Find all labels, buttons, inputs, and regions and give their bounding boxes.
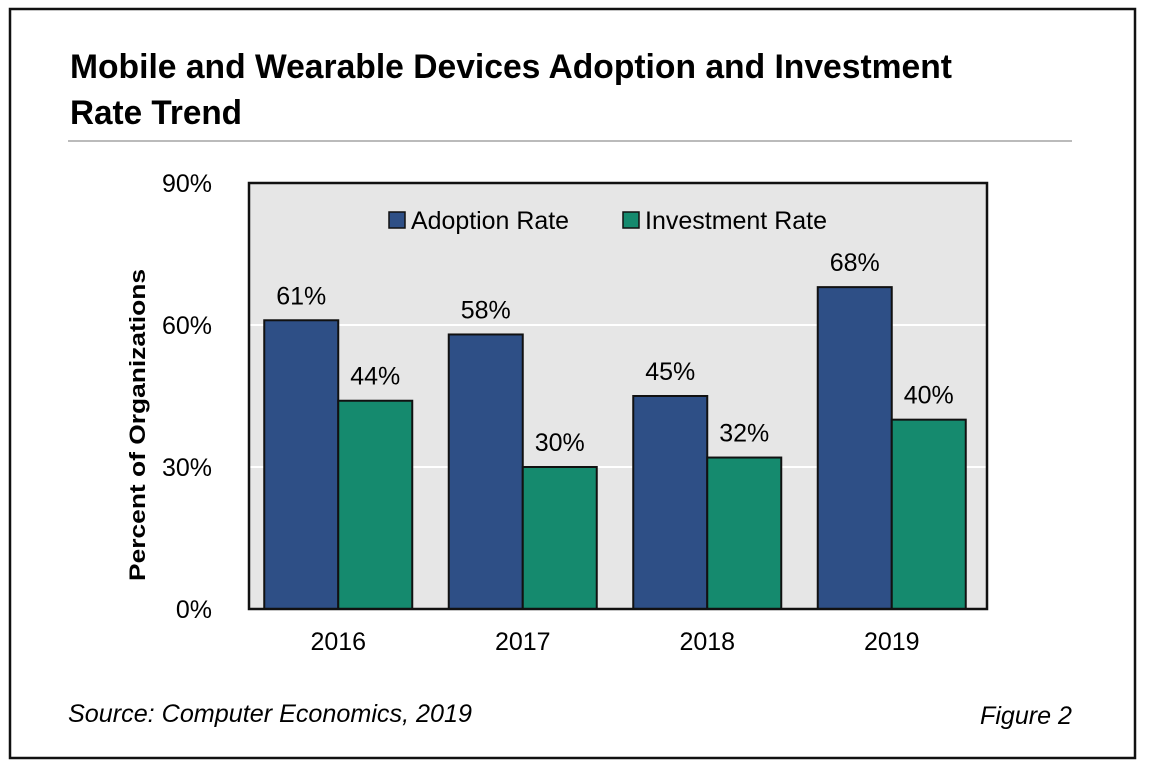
data-label: 58% xyxy=(461,296,511,324)
legend-label-adoption: Adoption Rate xyxy=(411,207,569,235)
chart-title-line2: Rate Trend xyxy=(70,94,242,132)
y-axis-label: Percent of Organizations xyxy=(125,269,150,581)
chart-title-line1: Mobile and Wearable Devices Adoption and… xyxy=(70,48,952,86)
data-label: 30% xyxy=(535,429,585,457)
data-label: 68% xyxy=(830,249,880,277)
data-label: 32% xyxy=(719,420,769,448)
data-label: 61% xyxy=(276,282,326,310)
data-labels: 61% 44% 58% 30% 45% 32% 68% 40% xyxy=(276,249,954,457)
x-tick-label: 2016 xyxy=(310,628,366,656)
x-tick-label: 2019 xyxy=(864,628,920,656)
legend-swatch-adoption xyxy=(388,211,406,229)
bar-adoption-rate-2019 xyxy=(816,286,893,610)
y-tick-label: 60% xyxy=(162,312,212,340)
x-tick-label: 2018 xyxy=(679,628,735,656)
bar-investment-rate-2019 xyxy=(890,418,967,610)
x-tick-label: 2017 xyxy=(495,628,551,656)
plot-frame xyxy=(247,181,989,611)
data-label: 45% xyxy=(645,358,695,386)
bar-investment-rate-2017 xyxy=(521,466,598,610)
y-tick-label: 30% xyxy=(162,454,212,482)
y-axis-ticks: 0% 30% 60% 90% xyxy=(162,170,212,624)
legend: Adoption Rate Investment Rate xyxy=(388,207,827,235)
y-tick-label: 0% xyxy=(176,596,212,624)
x-axis-ticks: 2016 2017 2018 2019 xyxy=(310,628,919,656)
bar-adoption-rate-2016 xyxy=(263,319,340,610)
bar-investment-rate-2016 xyxy=(337,399,414,610)
bars xyxy=(263,286,967,610)
figure-label: Figure 2 xyxy=(980,702,1072,730)
legend-label-investment: Investment Rate xyxy=(645,207,827,235)
y-tick-label: 90% xyxy=(162,170,212,198)
data-label: 44% xyxy=(350,363,400,391)
bar-adoption-rate-2018 xyxy=(632,395,709,610)
data-label: 40% xyxy=(904,382,954,410)
bar-adoption-rate-2017 xyxy=(447,333,524,610)
source-note: Source: Computer Economics, 2019 xyxy=(68,700,472,728)
bar-investment-rate-2018 xyxy=(706,456,783,610)
legend-swatch-investment xyxy=(622,211,640,229)
